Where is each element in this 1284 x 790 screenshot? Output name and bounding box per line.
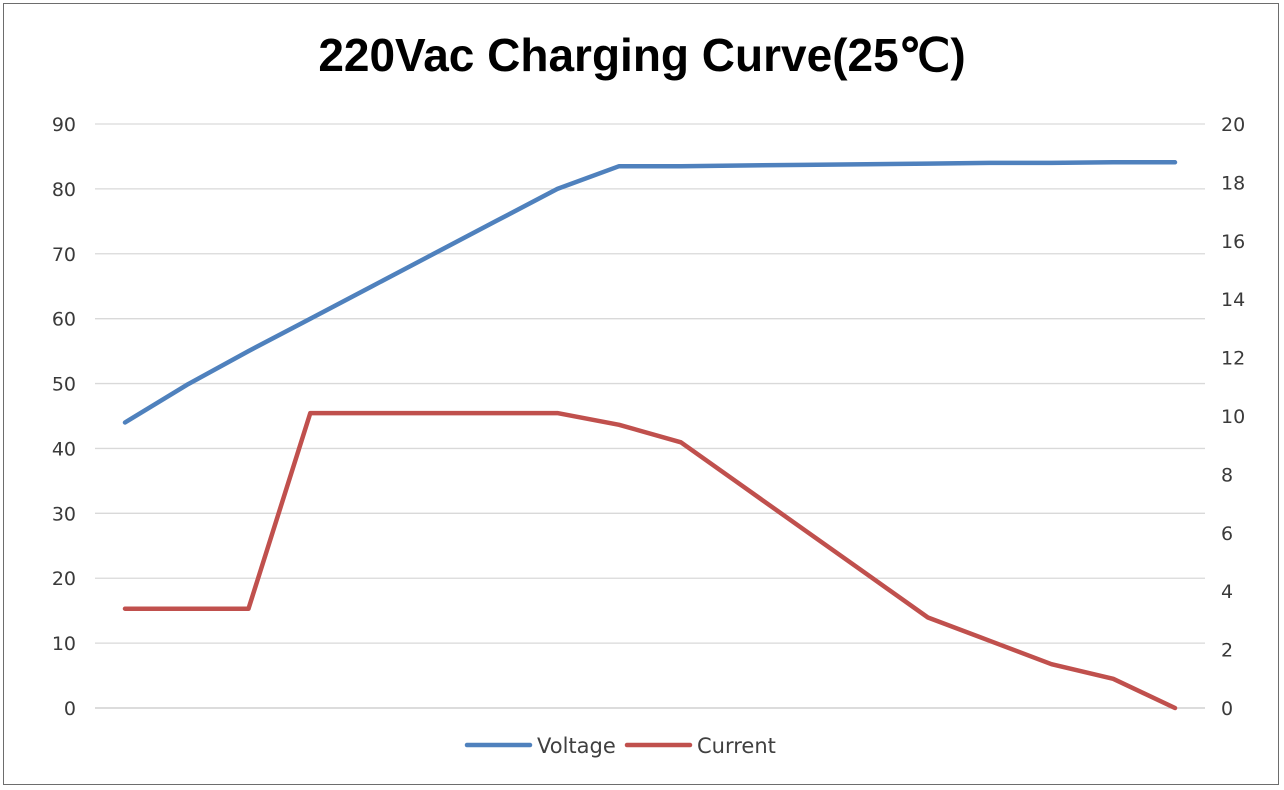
right-tick-label: 2 (1221, 640, 1233, 662)
left-tick-label: 90 (52, 114, 76, 136)
right-tick-label: 0 (1221, 698, 1233, 720)
right-tick-label: 12 (1221, 348, 1245, 370)
right-tick-label: 6 (1221, 523, 1233, 545)
left-tick-label: 50 (52, 374, 76, 396)
right-tick-label: 18 (1221, 172, 1245, 194)
series-line-current (122, 410, 1178, 711)
right-tick-label: 20 (1221, 114, 1245, 136)
left-tick-label: 40 (52, 438, 76, 460)
chart-title: 220Vac Charging Curve(25℃) (318, 29, 966, 81)
left-axis-ticks: 0 10 20 30 40 50 60 70 80 90 (52, 114, 76, 720)
left-tick-label: 0 (64, 698, 76, 720)
left-tick-label: 20 (52, 568, 76, 590)
left-tick-label: 10 (52, 633, 76, 655)
left-tick-label: 80 (52, 179, 76, 201)
series-line-voltage (122, 160, 1178, 425)
legend-label-voltage: Voltage (537, 734, 616, 758)
right-tick-label: 4 (1221, 581, 1233, 603)
right-tick-label: 16 (1221, 231, 1245, 253)
legend: Voltage Current (464, 734, 776, 758)
left-tick-label: 60 (52, 309, 76, 331)
chart-frame (3, 3, 1279, 785)
series-lines (122, 160, 1178, 711)
left-tick-label: 30 (52, 503, 76, 525)
left-tick-label: 70 (52, 244, 76, 266)
right-tick-label: 14 (1221, 289, 1245, 311)
right-axis-ticks: 0 2 4 6 8 10 12 14 16 18 20 (1221, 114, 1245, 720)
right-tick-label: 8 (1221, 464, 1233, 486)
right-tick-label: 10 (1221, 406, 1245, 428)
gridlines (95, 123, 1205, 709)
legend-label-current: Current (697, 734, 776, 758)
